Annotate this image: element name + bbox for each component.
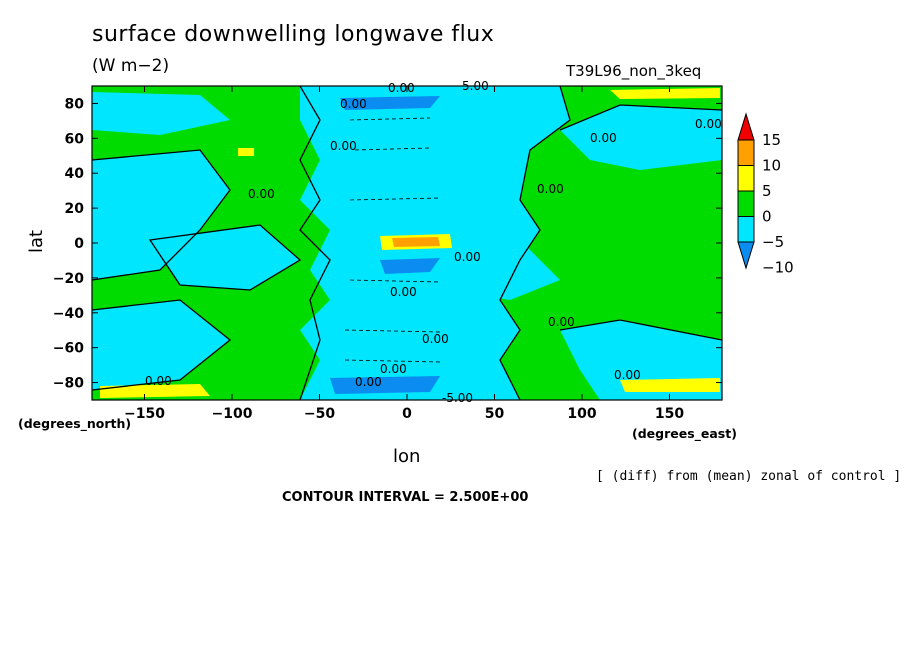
positive-strong-region bbox=[100, 384, 210, 398]
negative-region bbox=[440, 240, 560, 300]
x-tick-label: −150 bbox=[124, 406, 165, 422]
strong-negative-region bbox=[330, 376, 440, 394]
negative-contour-lines bbox=[344, 117, 441, 363]
x-tick-label: −50 bbox=[304, 406, 335, 422]
colorbar-label: 10 bbox=[762, 157, 781, 175]
contour-label: 0.00 bbox=[248, 187, 275, 201]
contour-lines bbox=[92, 86, 722, 400]
contour-label: 0.00 bbox=[380, 362, 407, 376]
contour-label-layer: 0.000.00 5.000.000.000.000.00 0.000.000.00… bbox=[145, 79, 722, 405]
positive-strong-region bbox=[238, 148, 254, 156]
chart-title: surface downwelling longwave flux bbox=[92, 22, 495, 47]
diff-note: [ (diff) from (mean) zonal of control ] bbox=[596, 469, 902, 484]
colorbar-label: −5 bbox=[762, 233, 784, 251]
colorbar-segment bbox=[737, 190, 755, 217]
y-units-label: (degrees_north) bbox=[18, 416, 132, 431]
contour-label: 0.00 bbox=[330, 139, 357, 153]
y-tick-label: −80 bbox=[53, 376, 84, 392]
x-tick-label: 150 bbox=[655, 406, 684, 422]
x-tick-label: 0 bbox=[402, 406, 412, 422]
y-axis-label: lat bbox=[26, 229, 47, 253]
contour-label: 5.00 bbox=[462, 79, 489, 93]
negative-region bbox=[150, 225, 300, 290]
colorbar: 15 10 5 0 −5 −10 bbox=[737, 112, 794, 277]
contour-label: 0.00 bbox=[340, 97, 367, 111]
contour-label: 0.00 bbox=[548, 315, 575, 329]
y-tick-label: 0 bbox=[74, 236, 84, 252]
colorbar-label: 0 bbox=[762, 208, 772, 226]
y-tick-label: −40 bbox=[53, 306, 84, 322]
negative-region bbox=[560, 105, 722, 170]
y-tick-label: 20 bbox=[65, 201, 85, 217]
units-label: (W m−2) bbox=[92, 56, 170, 76]
strong-negative-region bbox=[340, 96, 440, 110]
y-tick-label: −60 bbox=[53, 341, 84, 357]
contour-label: 0.00 bbox=[422, 332, 449, 346]
x-axis-ticks: −150 −100 −50 0 50 100 150 bbox=[124, 86, 684, 422]
y-tick-label: 80 bbox=[65, 96, 85, 112]
contour-label: 0.00 bbox=[695, 117, 722, 131]
colorbar-segment bbox=[737, 139, 755, 166]
contour-label: 0.00 bbox=[355, 375, 382, 389]
colorbar-label: −10 bbox=[762, 259, 794, 277]
equatorial-max-region bbox=[392, 237, 440, 247]
y-tick-label: 40 bbox=[65, 166, 85, 182]
colorbar-segment bbox=[737, 165, 755, 192]
colorbar-label: 15 bbox=[762, 131, 781, 149]
colorbar-top-arrow bbox=[737, 112, 755, 141]
run-label: T39L96_non_3keq bbox=[566, 62, 702, 80]
x-tick-label: 100 bbox=[567, 406, 596, 422]
x-tick-label: −100 bbox=[212, 406, 253, 422]
colorbar-label: 5 bbox=[762, 182, 772, 200]
positive-strong-region bbox=[620, 378, 720, 392]
y-tick-label: 60 bbox=[65, 131, 85, 147]
positive-strong-region bbox=[610, 88, 720, 99]
plot-area bbox=[92, 86, 722, 400]
contour-label: 0.00 bbox=[145, 374, 172, 388]
colorbar-segment bbox=[737, 216, 755, 243]
y-tick-label: −20 bbox=[53, 271, 84, 287]
colorbar-bottom-arrow bbox=[737, 241, 755, 270]
contour-label: 0.00 bbox=[590, 131, 617, 145]
contour-label: 0.00 bbox=[454, 250, 481, 264]
strong-negative-region bbox=[380, 258, 440, 274]
contour-label: 0.00 bbox=[390, 285, 417, 299]
x-axis-label: lon bbox=[393, 446, 421, 467]
contour-label: -5.00 bbox=[442, 391, 473, 405]
contour-label: 0.00 bbox=[388, 81, 415, 95]
contour-label: 0.00 bbox=[537, 182, 564, 196]
negative-region bbox=[92, 92, 230, 135]
x-units-label: (degrees_east) bbox=[632, 426, 737, 441]
y-axis-ticks: 80 60 40 20 0 −20 −40 −60 −80 bbox=[53, 96, 722, 392]
contour-label: 0.00 bbox=[614, 368, 641, 382]
contour-interval: CONTOUR INTERVAL = 2.500E+00 bbox=[282, 490, 529, 505]
negative-region bbox=[92, 150, 230, 280]
x-tick-label: 50 bbox=[485, 406, 505, 422]
